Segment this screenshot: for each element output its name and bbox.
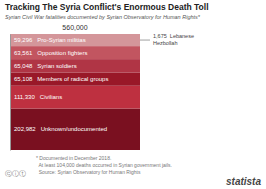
bar-segment bbox=[10, 108, 140, 150]
data-label-name: Civilians bbox=[40, 94, 62, 100]
data-label: 63,561 Opposition fighters bbox=[14, 50, 87, 56]
data-label-value: 63,561 bbox=[14, 50, 33, 56]
y-axis-line bbox=[10, 35, 11, 151]
data-label-name: Unknown/undocumented bbox=[41, 126, 107, 132]
annotation-line bbox=[140, 40, 150, 41]
data-label-value: 202,982 bbox=[14, 126, 36, 132]
data-label-name: Pro-Syrian militias bbox=[37, 37, 85, 43]
total-label: 560,000 bbox=[62, 24, 87, 31]
footer-line: * Documented in December 2018. bbox=[36, 155, 111, 161]
bar-segment bbox=[10, 59, 140, 72]
data-labels: 202,982 Unknown/undocumented 111,330 Civili… bbox=[14, 37, 108, 132]
bar-segment bbox=[10, 86, 140, 109]
data-label: 65,048 Syrian soldiers bbox=[14, 63, 77, 69]
chart: Tracking The Syria Conflict's Enormous D… bbox=[0, 0, 266, 189]
data-label: 59,296 Pro-Syrian militias bbox=[14, 37, 86, 43]
data-label-value: 111,330 bbox=[14, 94, 35, 100]
annotation-line-text: Hezbollah bbox=[153, 40, 177, 46]
data-label-name: Syrian soldiers bbox=[37, 63, 76, 69]
bars bbox=[10, 34, 140, 150]
data-label-value: 59,296 bbox=[14, 37, 33, 43]
data-label-name: Opposition fighters bbox=[37, 50, 87, 56]
data-label: 202,982 Unknown/undocumented bbox=[14, 126, 107, 132]
data-label-value: 65,108 bbox=[14, 76, 33, 82]
footer: * Documented in December 2018. At least … bbox=[36, 155, 172, 175]
brand: statista bbox=[226, 176, 261, 187]
bar-segment bbox=[10, 72, 140, 85]
license-icons: ⓒⓘⓣ bbox=[5, 170, 26, 178]
subtitle: Syrian Civil War fatalities documented b… bbox=[5, 14, 201, 20]
footer-line: At least 104,000 deaths occurred in Syri… bbox=[36, 162, 172, 168]
data-label: 111,330 Civilians bbox=[14, 94, 62, 100]
bar-segment bbox=[10, 46, 140, 59]
annotation-line-text: 1,675 Lebanese bbox=[153, 33, 194, 39]
data-label-value: 65,048 bbox=[14, 63, 33, 69]
data-label-name: Members of radical groups bbox=[37, 76, 108, 82]
footer-line: Source: Syrian Observatory for Human Rig… bbox=[36, 169, 141, 175]
title: Tracking The Syria Conflict's Enormous D… bbox=[5, 2, 209, 12]
annotation: 1,675 LebaneseHezbollah bbox=[153, 33, 194, 46]
data-label: 65,108 Members of radical groups bbox=[14, 76, 108, 82]
bar-segment bbox=[10, 34, 140, 46]
y-axis bbox=[10, 35, 11, 151]
